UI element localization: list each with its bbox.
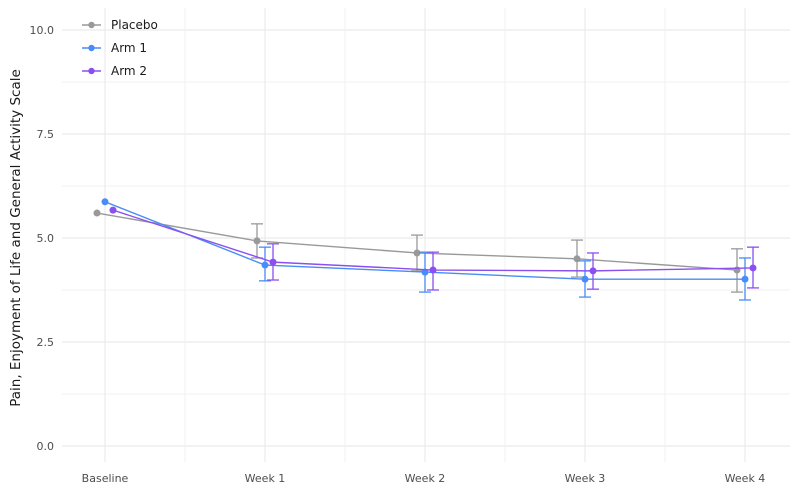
y-tick-label: 10.0 — [30, 24, 55, 37]
legend-point-icon — [88, 44, 95, 52]
data-point — [573, 255, 581, 263]
x-tick-label: Week 4 — [725, 472, 766, 485]
data-point — [261, 261, 269, 269]
data-point — [101, 198, 109, 206]
data-point — [429, 266, 437, 274]
legend: Placebo Arm 1 Arm 2 — [82, 18, 158, 78]
y-tick-label: 7.5 — [37, 128, 55, 141]
legend-label: Arm 1 — [111, 41, 147, 55]
legend-item-arm-1: Arm 1 — [82, 41, 147, 55]
y-axis-ticks: 0.0 2.5 5.0 7.5 10.0 — [30, 24, 55, 453]
x-tick-label: Week 2 — [405, 472, 446, 485]
x-tick-label: Baseline — [82, 472, 129, 485]
data-point — [253, 237, 261, 245]
data-point — [413, 249, 421, 257]
data-series — [93, 198, 759, 301]
series-arm-2 — [109, 206, 759, 291]
y-tick-label: 0.0 — [37, 440, 55, 453]
y-axis-title: Pain, Enjoyment of Life and General Acti… — [8, 69, 24, 407]
legend-label: Arm 2 — [111, 64, 147, 78]
data-point — [269, 258, 277, 266]
y-tick-label: 2.5 — [37, 336, 55, 349]
series-arm-1 — [101, 198, 751, 301]
legend-point-icon — [88, 67, 95, 75]
legend-item-arm-2: Arm 2 — [82, 64, 147, 78]
x-axis-ticks: Baseline Week 1 Week 2 Week 3 Week 4 — [82, 472, 766, 485]
data-point — [749, 264, 757, 272]
data-point — [589, 267, 597, 275]
data-point — [109, 206, 117, 214]
legend-label: Placebo — [111, 18, 158, 32]
grid-lines — [62, 8, 790, 462]
data-point — [93, 209, 101, 217]
x-tick-label: Week 1 — [245, 472, 286, 485]
data-point — [741, 275, 749, 283]
legend-point-icon — [88, 21, 95, 29]
series-placebo — [93, 209, 743, 293]
legend-item-placebo: Placebo — [82, 18, 158, 32]
data-point — [581, 275, 589, 283]
y-tick-label: 5.0 — [37, 232, 55, 245]
x-tick-label: Week 3 — [565, 472, 606, 485]
